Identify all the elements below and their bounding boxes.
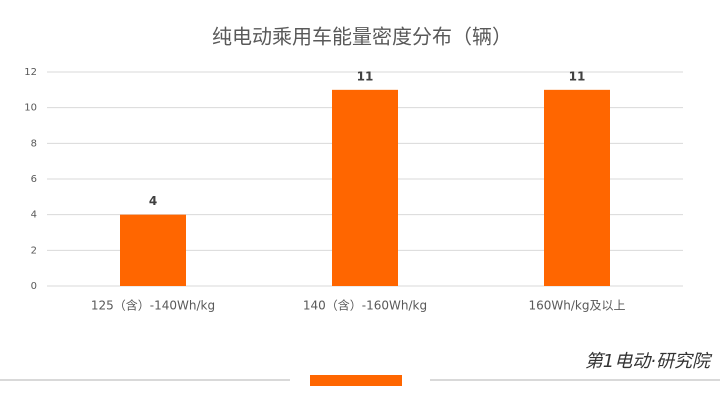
bar [332, 89, 398, 286]
data-label: 11 [569, 69, 586, 83]
watermark: 第1电动·研究院 [585, 351, 713, 372]
y-tick-label: 4 [31, 210, 37, 221]
y-tick-label: 12 [24, 67, 37, 78]
bar [120, 214, 186, 286]
bar [544, 89, 610, 286]
x-tick-label: 160Wh/kg及以上 [529, 299, 626, 313]
y-tick-label: 8 [31, 138, 37, 149]
x-tick-label: 125（含）-140Wh/kg [91, 298, 215, 313]
chart-title: 纯电动乘用车能量密度分布（辆） [212, 25, 512, 49]
y-tick-label: 10 [24, 103, 37, 114]
data-label: 11 [357, 69, 374, 83]
data-label: 4 [149, 194, 157, 208]
y-tick-label: 2 [31, 245, 37, 256]
x-tick-label: 140（含）-160Wh/kg [303, 298, 427, 313]
footer-accent [310, 375, 402, 386]
y-tick-label: 6 [31, 174, 37, 185]
y-tick-label: 0 [31, 281, 37, 292]
